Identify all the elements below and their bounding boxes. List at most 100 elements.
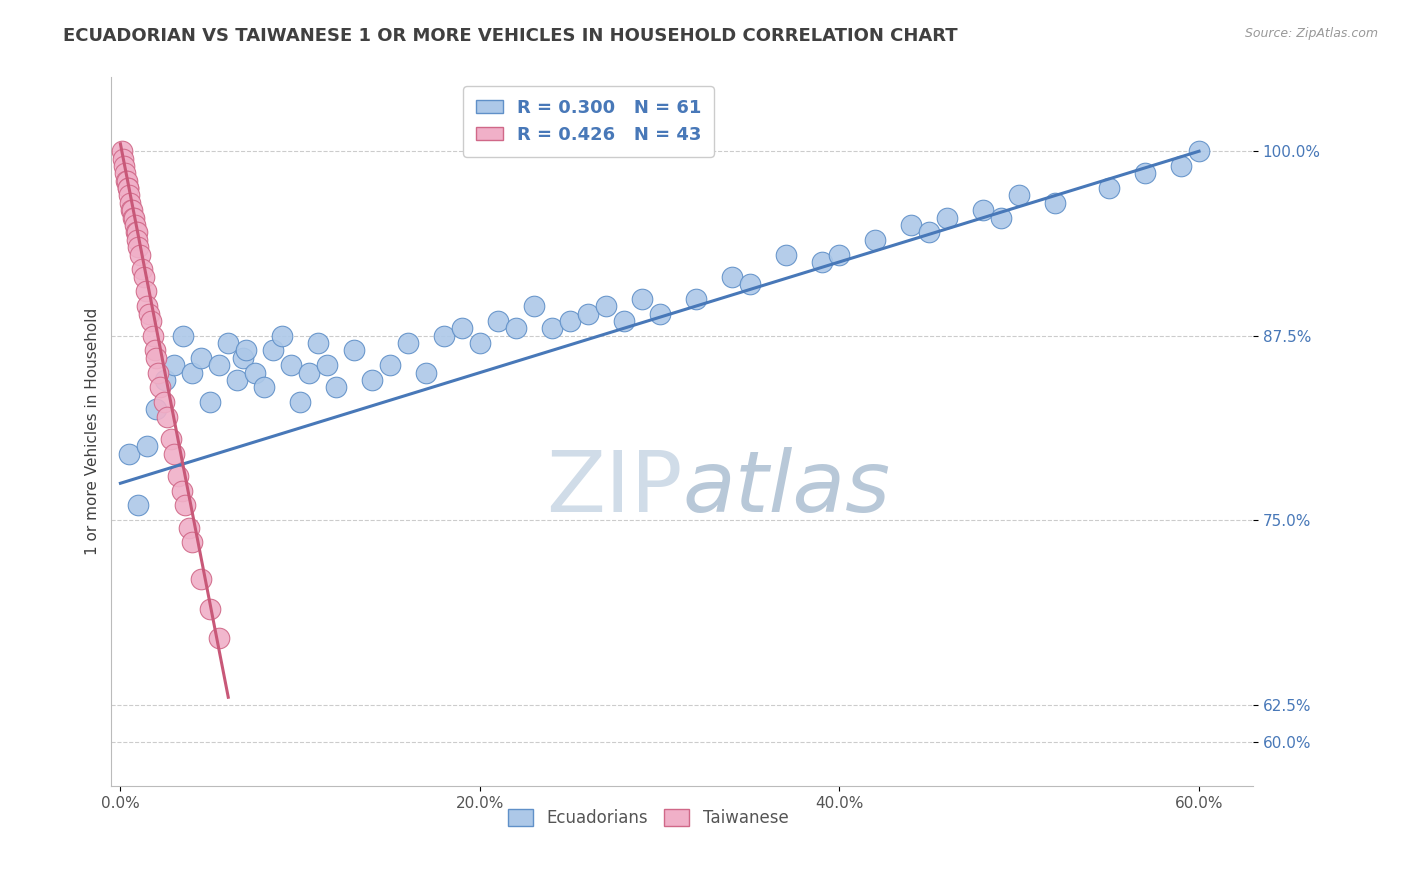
Point xyxy=(316,358,339,372)
Point xyxy=(145,351,167,365)
Point xyxy=(685,292,707,306)
Point xyxy=(1008,188,1031,202)
Point xyxy=(125,226,148,240)
Point xyxy=(1170,159,1192,173)
Point xyxy=(936,211,959,225)
Point xyxy=(139,314,162,328)
Point xyxy=(280,358,302,372)
Point xyxy=(775,247,797,261)
Point xyxy=(114,174,136,188)
Point xyxy=(146,366,169,380)
Point xyxy=(900,218,922,232)
Point xyxy=(127,240,149,254)
Point xyxy=(118,447,141,461)
Point xyxy=(396,336,419,351)
Point xyxy=(468,336,491,351)
Text: atlas: atlas xyxy=(682,447,890,530)
Point xyxy=(1098,181,1121,195)
Point xyxy=(523,299,546,313)
Point xyxy=(156,409,179,424)
Point xyxy=(720,269,742,284)
Point xyxy=(541,321,564,335)
Point xyxy=(136,439,159,453)
Point xyxy=(152,395,174,409)
Point xyxy=(120,195,142,210)
Point xyxy=(181,366,204,380)
Point xyxy=(174,499,197,513)
Point xyxy=(451,321,474,335)
Point xyxy=(127,233,149,247)
Point xyxy=(738,277,761,291)
Point xyxy=(122,211,145,225)
Point xyxy=(115,174,138,188)
Point xyxy=(245,366,267,380)
Point xyxy=(118,188,141,202)
Point xyxy=(918,226,941,240)
Point xyxy=(200,601,222,615)
Point xyxy=(505,321,527,335)
Point xyxy=(117,181,139,195)
Point xyxy=(208,358,231,372)
Point xyxy=(112,159,135,173)
Point xyxy=(124,218,146,232)
Point xyxy=(271,328,294,343)
Point xyxy=(181,535,204,549)
Point xyxy=(163,447,186,461)
Point xyxy=(200,395,222,409)
Point xyxy=(558,314,581,328)
Point xyxy=(136,299,159,313)
Point xyxy=(1133,166,1156,180)
Point xyxy=(378,358,401,372)
Point xyxy=(486,314,509,328)
Point xyxy=(143,343,166,358)
Point xyxy=(170,483,193,498)
Point xyxy=(122,211,145,225)
Point xyxy=(433,328,456,343)
Point xyxy=(177,520,200,534)
Text: ECUADORIAN VS TAIWANESE 1 OR MORE VEHICLES IN HOUSEHOLD CORRELATION CHART: ECUADORIAN VS TAIWANESE 1 OR MORE VEHICL… xyxy=(63,27,957,45)
Point xyxy=(990,211,1012,225)
Point xyxy=(114,166,136,180)
Point xyxy=(865,233,887,247)
Point xyxy=(810,255,832,269)
Point xyxy=(630,292,652,306)
Legend: Ecuadorians, Taiwanese: Ecuadorians, Taiwanese xyxy=(501,803,794,834)
Point xyxy=(167,469,190,483)
Point xyxy=(576,307,599,321)
Point xyxy=(138,307,160,321)
Point xyxy=(415,366,437,380)
Point xyxy=(613,314,636,328)
Point xyxy=(145,402,167,417)
Point xyxy=(235,343,257,358)
Point xyxy=(135,285,157,299)
Point xyxy=(288,395,311,409)
Point xyxy=(226,373,249,387)
Point xyxy=(117,181,139,195)
Point xyxy=(298,366,321,380)
Point xyxy=(343,343,366,358)
Point xyxy=(232,351,254,365)
Point xyxy=(129,247,152,261)
Point xyxy=(325,380,347,394)
Point xyxy=(1045,195,1067,210)
Point xyxy=(217,336,239,351)
Point xyxy=(112,152,135,166)
Point xyxy=(142,328,165,343)
Point xyxy=(190,351,212,365)
Point xyxy=(127,499,149,513)
Point xyxy=(172,328,194,343)
Point xyxy=(361,373,384,387)
Point xyxy=(1188,145,1211,159)
Point xyxy=(253,380,276,394)
Point xyxy=(828,247,851,261)
Point xyxy=(131,262,153,277)
Point xyxy=(111,145,134,159)
Point xyxy=(648,307,671,321)
Y-axis label: 1 or more Vehicles in Household: 1 or more Vehicles in Household xyxy=(86,308,100,555)
Point xyxy=(307,336,329,351)
Text: Source: ZipAtlas.com: Source: ZipAtlas.com xyxy=(1244,27,1378,40)
Point xyxy=(121,203,143,218)
Point xyxy=(155,373,177,387)
Text: ZIP: ZIP xyxy=(546,447,682,530)
Point xyxy=(595,299,617,313)
